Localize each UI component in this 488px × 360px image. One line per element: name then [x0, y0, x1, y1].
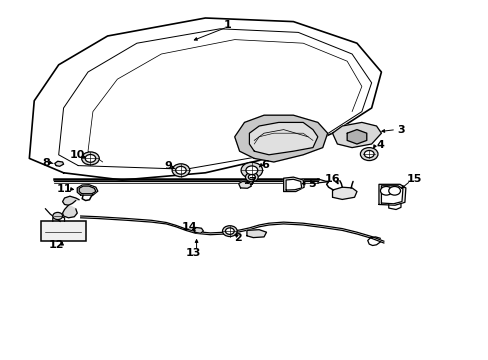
Circle shape [245, 166, 257, 175]
Text: 4: 4 [376, 140, 384, 150]
Circle shape [245, 172, 258, 182]
Text: 1: 1 [223, 20, 231, 30]
Text: 9: 9 [164, 161, 172, 171]
Text: 16: 16 [324, 174, 340, 184]
Polygon shape [285, 179, 301, 190]
Text: 6: 6 [261, 160, 268, 170]
Text: 15: 15 [406, 174, 422, 184]
Circle shape [222, 226, 237, 237]
Text: 14: 14 [182, 222, 197, 232]
Text: 8: 8 [42, 158, 50, 168]
Circle shape [380, 186, 391, 195]
Polygon shape [238, 181, 251, 188]
Polygon shape [193, 228, 203, 233]
Polygon shape [332, 187, 356, 199]
Text: 2: 2 [234, 233, 242, 243]
Polygon shape [77, 185, 98, 195]
Circle shape [53, 212, 62, 220]
Text: 13: 13 [185, 248, 201, 258]
Text: 5: 5 [307, 179, 315, 189]
Circle shape [364, 150, 373, 158]
Circle shape [172, 164, 189, 177]
Polygon shape [332, 122, 381, 148]
Polygon shape [283, 177, 304, 192]
Circle shape [388, 186, 400, 195]
Bar [41, 221, 85, 241]
Circle shape [85, 154, 96, 162]
Circle shape [225, 228, 234, 234]
Polygon shape [378, 184, 405, 205]
Circle shape [360, 148, 377, 161]
Circle shape [175, 166, 186, 174]
Polygon shape [62, 196, 79, 205]
Polygon shape [55, 161, 63, 166]
Polygon shape [381, 186, 402, 204]
Circle shape [248, 175, 255, 180]
Polygon shape [249, 122, 317, 155]
Polygon shape [246, 230, 266, 238]
Polygon shape [346, 130, 366, 144]
Polygon shape [79, 186, 96, 194]
Polygon shape [62, 205, 77, 218]
Text: 7: 7 [248, 177, 256, 187]
Circle shape [81, 152, 99, 165]
Circle shape [241, 162, 262, 178]
Polygon shape [234, 115, 327, 162]
Text: 3: 3 [396, 125, 404, 135]
Text: 10: 10 [69, 150, 85, 160]
Text: 11: 11 [57, 184, 72, 194]
Text: 12: 12 [48, 240, 64, 250]
